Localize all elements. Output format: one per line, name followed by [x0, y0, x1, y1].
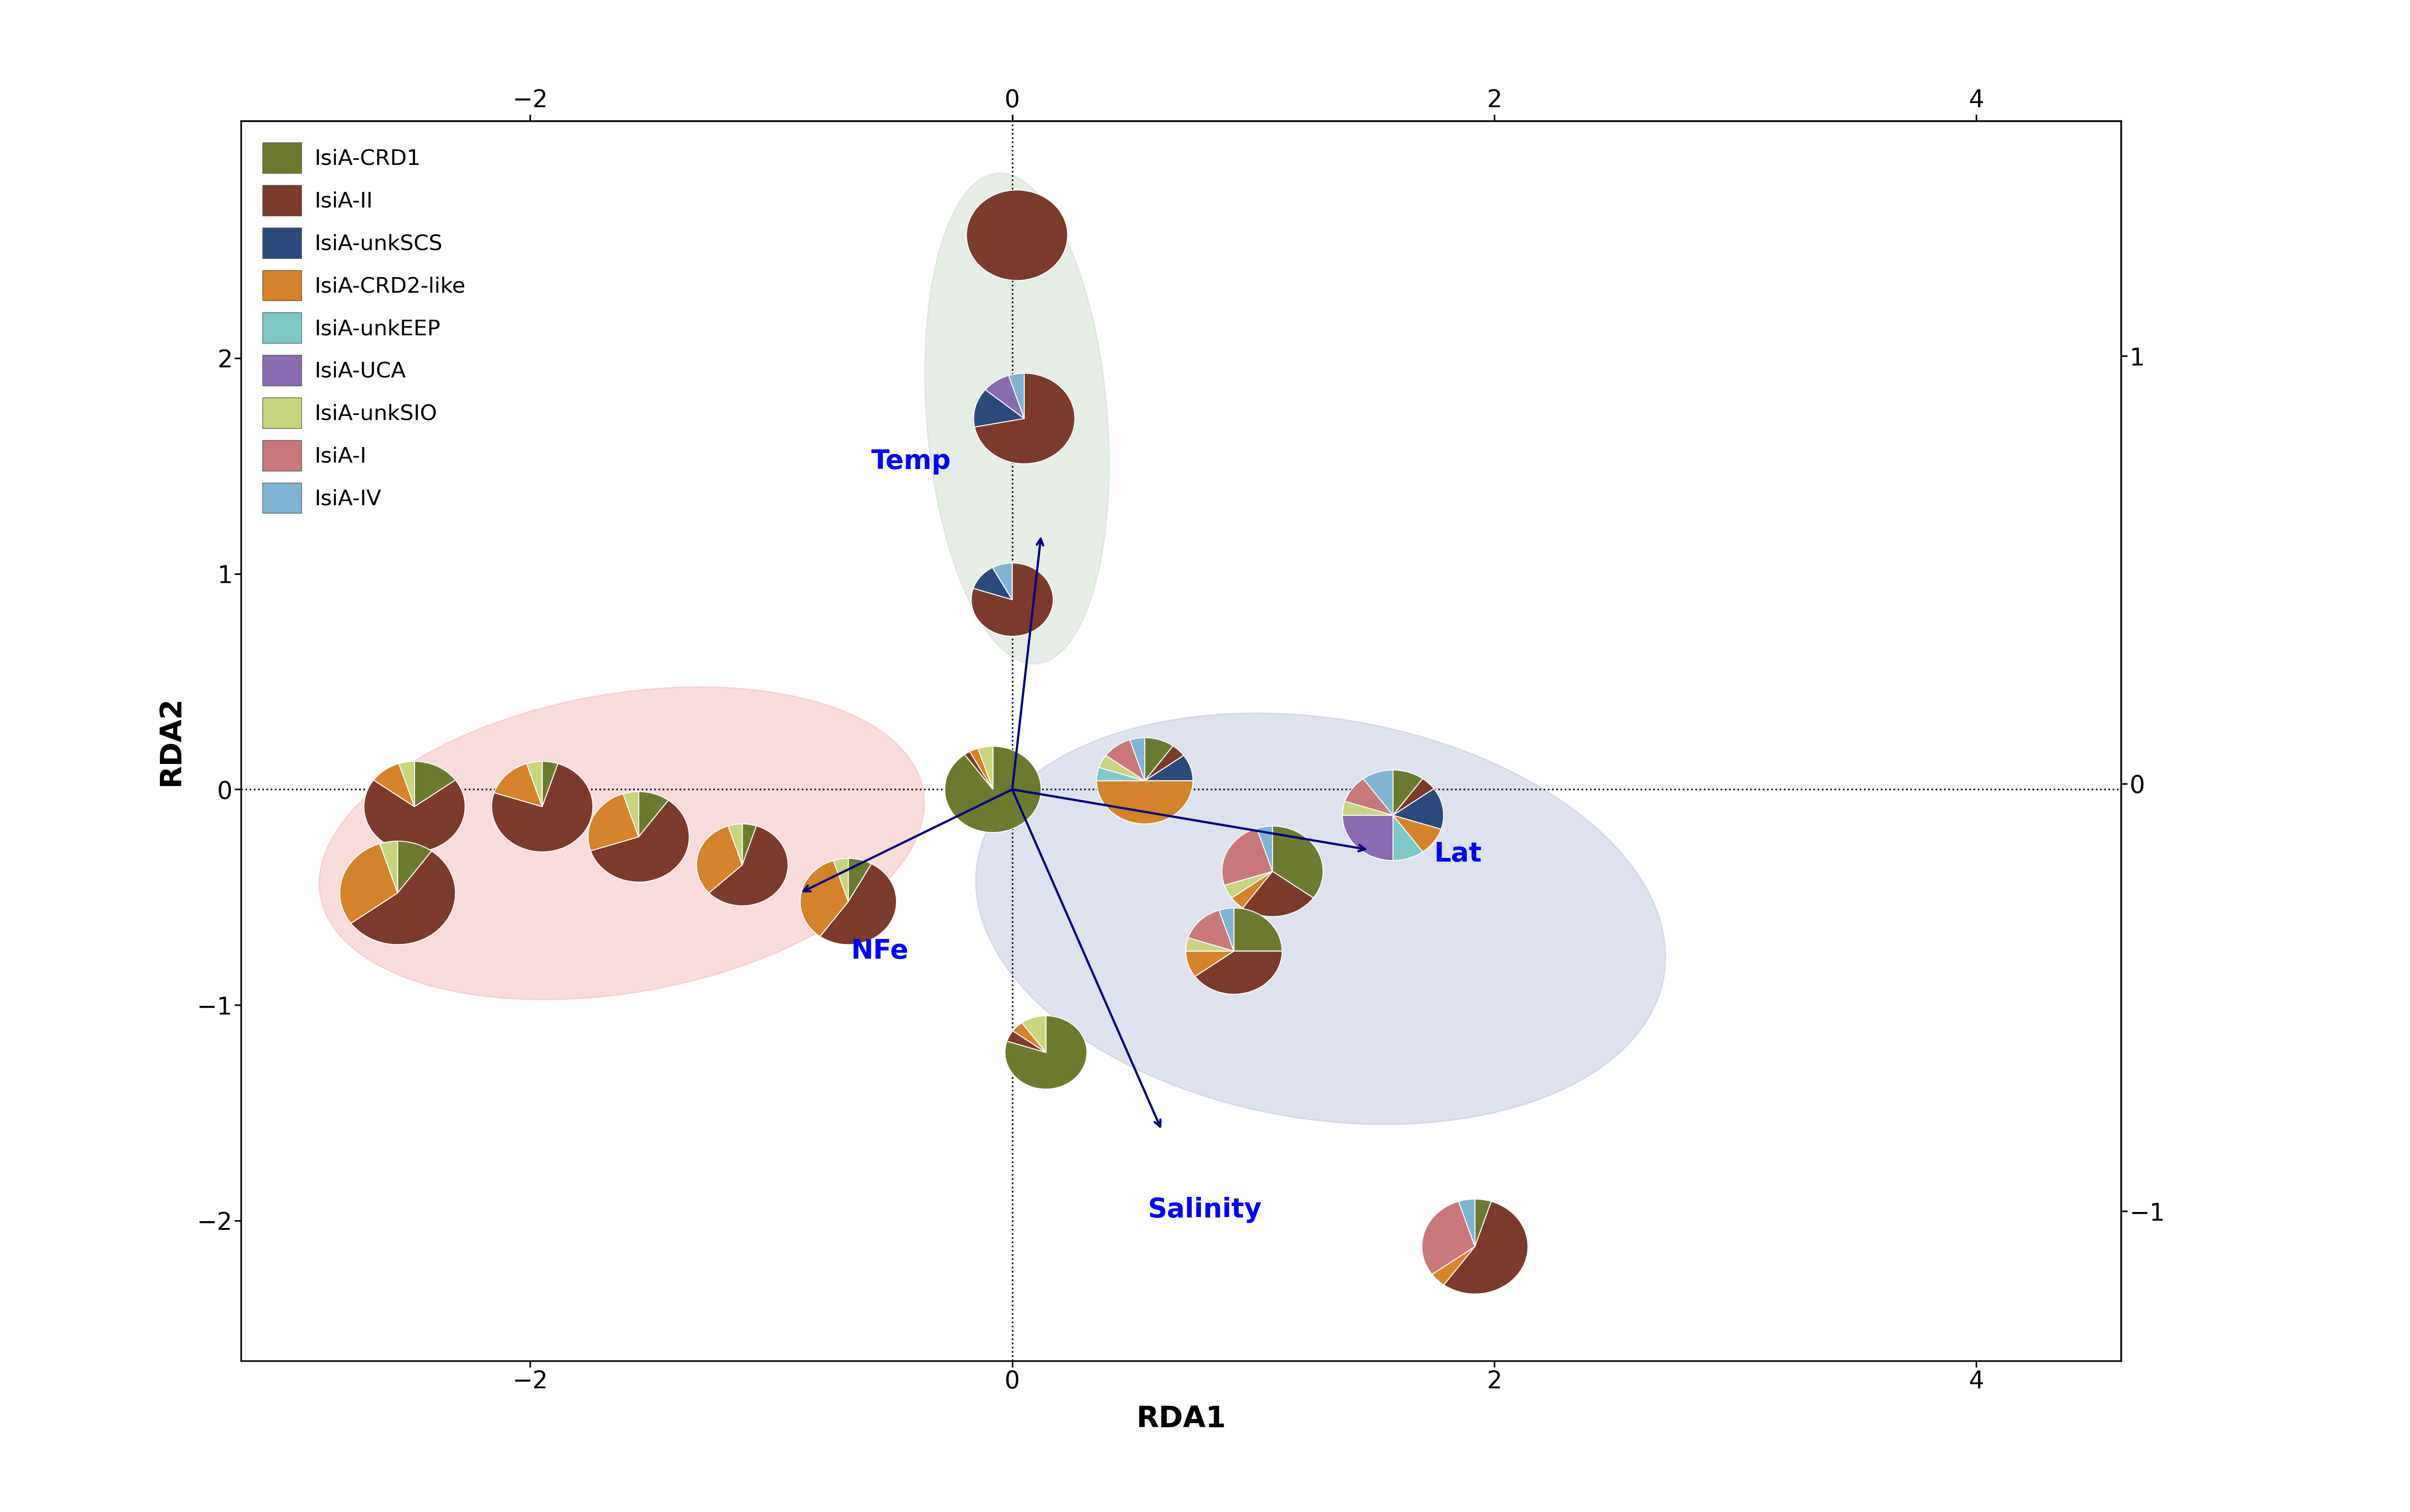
Wedge shape: [1364, 770, 1393, 815]
Wedge shape: [494, 764, 542, 806]
Wedge shape: [1393, 815, 1422, 860]
Wedge shape: [1458, 1199, 1475, 1246]
Wedge shape: [1345, 779, 1393, 815]
Wedge shape: [1393, 815, 1441, 851]
Wedge shape: [1010, 373, 1024, 419]
Wedge shape: [1186, 951, 1234, 977]
Ellipse shape: [318, 686, 925, 999]
Wedge shape: [696, 826, 742, 894]
Wedge shape: [1195, 951, 1282, 995]
Wedge shape: [352, 851, 455, 945]
Wedge shape: [1099, 756, 1145, 780]
Wedge shape: [374, 764, 415, 806]
Wedge shape: [542, 762, 557, 806]
Wedge shape: [969, 748, 993, 789]
Wedge shape: [800, 860, 848, 936]
Text: NFe: NFe: [851, 937, 909, 965]
Text: Salinity: Salinity: [1147, 1198, 1263, 1223]
Y-axis label: RDA2: RDA2: [157, 696, 186, 786]
Wedge shape: [340, 844, 398, 924]
Wedge shape: [1005, 1016, 1087, 1089]
Wedge shape: [978, 747, 993, 789]
Ellipse shape: [976, 714, 1665, 1125]
Wedge shape: [1224, 871, 1272, 898]
Wedge shape: [1393, 789, 1444, 829]
Wedge shape: [1432, 1246, 1475, 1285]
Wedge shape: [742, 824, 757, 865]
Legend: IsiA-CRD1, IsiA-II, IsiA-unkSCS, IsiA-CRD2-like, IsiA-unkEEP, IsiA-UCA, IsiA-unk: IsiA-CRD1, IsiA-II, IsiA-unkSCS, IsiA-CR…: [251, 132, 477, 525]
Wedge shape: [709, 826, 788, 906]
Wedge shape: [974, 567, 1012, 600]
Wedge shape: [1234, 909, 1282, 951]
Wedge shape: [1393, 770, 1422, 815]
Wedge shape: [1258, 826, 1272, 871]
Wedge shape: [728, 824, 742, 865]
Wedge shape: [1272, 826, 1323, 898]
Wedge shape: [1145, 745, 1183, 780]
Wedge shape: [639, 792, 668, 836]
Wedge shape: [1097, 780, 1193, 824]
Wedge shape: [590, 800, 689, 881]
Wedge shape: [1222, 829, 1272, 886]
Wedge shape: [1145, 738, 1174, 780]
Wedge shape: [1106, 739, 1145, 780]
Ellipse shape: [925, 174, 1109, 664]
Wedge shape: [819, 863, 897, 945]
Wedge shape: [1342, 801, 1393, 815]
Wedge shape: [945, 747, 1041, 833]
Wedge shape: [528, 762, 542, 806]
Wedge shape: [974, 390, 1024, 426]
Wedge shape: [1232, 871, 1272, 909]
Wedge shape: [1022, 1016, 1046, 1052]
Wedge shape: [986, 375, 1024, 419]
Wedge shape: [1244, 871, 1313, 916]
Wedge shape: [966, 191, 1068, 281]
Wedge shape: [971, 562, 1053, 637]
Wedge shape: [1012, 1022, 1046, 1052]
Wedge shape: [364, 780, 465, 851]
Wedge shape: [1393, 779, 1434, 815]
Wedge shape: [1007, 1031, 1046, 1052]
X-axis label: RDA1: RDA1: [1135, 1405, 1227, 1433]
Wedge shape: [400, 762, 415, 806]
Text: Temp: Temp: [870, 449, 952, 475]
Wedge shape: [588, 794, 639, 851]
Text: Lat: Lat: [1434, 841, 1482, 868]
Wedge shape: [1130, 738, 1145, 780]
Wedge shape: [1444, 1202, 1528, 1294]
Wedge shape: [1475, 1199, 1492, 1246]
Wedge shape: [624, 792, 639, 836]
Wedge shape: [964, 751, 993, 789]
Wedge shape: [492, 764, 593, 851]
Wedge shape: [1188, 910, 1234, 951]
Wedge shape: [1342, 815, 1393, 860]
Wedge shape: [974, 373, 1075, 464]
Wedge shape: [1145, 756, 1193, 780]
Wedge shape: [1422, 1202, 1475, 1275]
Wedge shape: [415, 762, 455, 806]
Wedge shape: [848, 859, 872, 901]
Wedge shape: [1097, 768, 1145, 780]
Wedge shape: [1219, 909, 1234, 951]
Wedge shape: [381, 841, 398, 894]
Wedge shape: [993, 562, 1012, 600]
Wedge shape: [1186, 937, 1234, 951]
Wedge shape: [834, 859, 848, 901]
Wedge shape: [398, 841, 431, 894]
